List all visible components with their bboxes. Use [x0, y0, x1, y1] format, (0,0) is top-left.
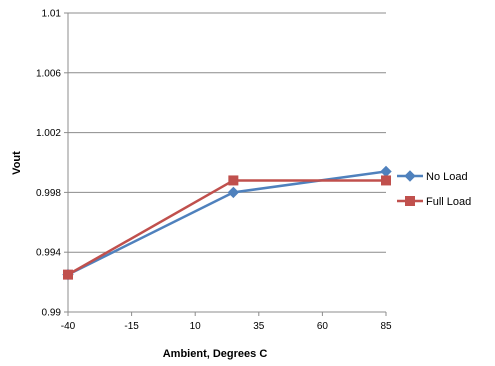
y-tick-label: 0.99	[42, 308, 62, 319]
data-point-no-load	[227, 186, 240, 199]
x-tick-label: 35	[253, 321, 265, 332]
data-point-full-load	[228, 175, 239, 186]
legend-label-full-load: Full Load	[426, 196, 471, 208]
data-point-full-load	[381, 175, 391, 186]
x-tick-label: 85	[380, 321, 392, 332]
grid-lines	[68, 12, 386, 313]
data-point-no-load	[380, 165, 392, 178]
legend-marker-no-load	[404, 170, 416, 182]
y-axis-title: Vout	[11, 151, 23, 175]
legend-item-full-load: Full Load	[397, 196, 471, 208]
x-tick-label: 60	[317, 321, 329, 332]
x-axis-title: Ambient, Degrees C	[163, 348, 268, 360]
series-line-no-load	[67, 170, 387, 276]
legend-item-no-load: No Load	[397, 170, 468, 183]
x-tick-label: -40	[61, 321, 76, 332]
legend-label-no-load: No Load	[426, 171, 468, 183]
tick-labels: 0.99 0.994 0.998 1.002 1.006 1.01 -40 -15 10 35 60…	[36, 9, 392, 333]
x-tick-label: -15	[124, 321, 139, 332]
y-tick-label: 1.006	[36, 68, 61, 79]
legend: No Load Full Load	[397, 170, 471, 208]
y-tick-label: 0.994	[36, 248, 61, 259]
series-layer	[62, 165, 392, 281]
y-tick-label: 1.002	[36, 128, 61, 139]
axes	[64, 12, 387, 316]
y-tick-label: 1.01	[42, 9, 62, 20]
data-point-full-load	[63, 269, 73, 280]
x-tick-label: 10	[190, 321, 202, 332]
y-tick-label: 0.998	[36, 188, 61, 199]
series-full-load	[63, 175, 391, 280]
legend-marker-full-load	[405, 196, 415, 206]
